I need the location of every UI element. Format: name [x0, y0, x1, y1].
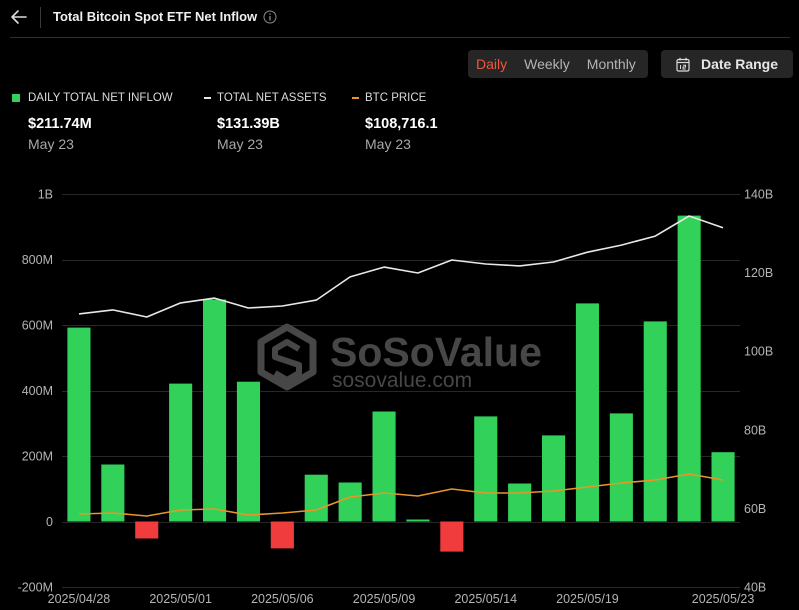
header-separator: [10, 37, 790, 38]
watermark: SoSoValue sosovalue.com: [257, 323, 542, 392]
legend-value: $108,716.1: [365, 116, 438, 132]
legend-date: May 23: [365, 136, 411, 152]
inflow-bar-positive: [474, 416, 498, 522]
legend-item-daily-net-inflow[interactable]: DAILY TOTAL NET INFLOW $211.74M May 23: [12, 90, 188, 154]
inflow-bar-positive: [406, 519, 430, 522]
y-right-tick-label: 80B: [744, 423, 766, 437]
inflow-bar-positive: [508, 483, 532, 522]
x-tick-label: 2025/05/01: [149, 592, 212, 606]
inflow-bar-positive: [643, 321, 667, 522]
inflow-bar-positive: [372, 411, 396, 522]
y-left-tick-label: 200M: [22, 450, 53, 464]
title-row: Total Bitcoin Spot ETF Net Inflow: [53, 9, 277, 25]
sosovalue-logo-icon: [257, 323, 317, 391]
date-range-label: Date Range: [701, 56, 779, 72]
y-left-tick-label: 0: [46, 515, 53, 529]
x-tick-label: 2025/05/14: [454, 592, 517, 606]
inflow-bar-positive: [67, 327, 91, 522]
y-right-tick-label: 100B: [744, 345, 773, 359]
y-left-tick-label: 1B: [38, 188, 53, 202]
inflow-bar-positive: [338, 482, 362, 522]
inflow-bars: [67, 215, 735, 552]
inflow-bar-negative: [440, 521, 464, 552]
watermark-brand: SoSoValue: [330, 329, 542, 375]
legend-marker-square: [12, 94, 20, 102]
y-right-tick-label: 140B: [744, 188, 773, 202]
watermark-url: sosovalue.com: [332, 369, 472, 392]
y-left-tick-label: 800M: [22, 253, 53, 267]
axis-labels: -200M 0 200M 400M 600M 800M 1B 40B 60B 80B 100B 120…: [18, 188, 774, 607]
inflow-bar-positive: [542, 435, 566, 522]
x-tick-label: 2025/04/28: [48, 592, 111, 606]
inflow-bar-positive: [236, 381, 260, 522]
legend-value: $211.74M: [28, 116, 92, 132]
legend-label: DAILY TOTAL NET INFLOW: [28, 92, 173, 104]
x-tick-label: 2025/05/09: [353, 592, 416, 606]
x-tick-label: 2025/05/23: [692, 592, 755, 606]
inflow-bar-positive: [304, 474, 328, 522]
y-right-tick-label: 60B: [744, 502, 766, 516]
legend-item-btc-price[interactable]: BTC PRICE $108,716.1 May 23: [352, 90, 445, 154]
y-right-tick-label: 120B: [744, 266, 773, 280]
x-tick-label: 2025/05/19: [556, 592, 619, 606]
back-button[interactable]: [8, 7, 30, 27]
inflow-bar-positive: [711, 452, 735, 522]
period-toggle: Daily Weekly Monthly: [468, 50, 648, 78]
legend-item-total-net-assets[interactable]: TOTAL NET ASSETS $131.39B May 23: [204, 90, 342, 154]
header-divider: [40, 7, 41, 28]
period-option-weekly[interactable]: Weekly: [524, 50, 570, 78]
y-left-tick-label: 400M: [22, 384, 53, 398]
info-icon[interactable]: [263, 10, 277, 24]
inflow-bar-positive: [575, 303, 599, 522]
legend-label: BTC PRICE: [365, 92, 427, 104]
total-net-assets-line: [78, 215, 724, 318]
inflow-bar-positive: [101, 464, 125, 522]
inflow-bar-positive: [203, 299, 227, 522]
inflow-bar-negative: [135, 521, 159, 539]
legend-date: May 23: [28, 136, 74, 152]
inflow-bar-negative: [270, 521, 294, 549]
arrow-left-icon: [11, 10, 27, 24]
date-range-button[interactable]: Date Range: [661, 50, 793, 78]
btc-price-line: [78, 473, 724, 517]
page-title: Total Bitcoin Spot ETF Net Inflow: [53, 9, 258, 24]
legend-date: May 23: [217, 136, 263, 152]
calendar-icon: [676, 57, 690, 72]
inflow-bar-positive: [169, 383, 193, 522]
inflow-bar-positive: [609, 413, 633, 522]
legend-value: $131.39B: [217, 116, 280, 132]
y-left-tick-label: -200M: [18, 581, 53, 595]
y-left-tick-label: 600M: [22, 319, 53, 333]
legend-marker-line: [352, 97, 359, 99]
legend-marker-line: [204, 97, 211, 99]
series-lines: [78, 215, 724, 517]
y-right-tick-label: 40B: [744, 581, 766, 595]
inflow-bar-positive: [677, 215, 701, 522]
period-option-monthly[interactable]: Monthly: [587, 50, 636, 78]
legend-label: TOTAL NET ASSETS: [217, 92, 327, 104]
net-inflow-chart: SoSoValue sosovalue.com -200M 0 200M 400M 60…: [18, 188, 774, 607]
x-tick-label: 2025/05/06: [251, 592, 314, 606]
period-option-daily[interactable]: Daily: [476, 50, 507, 78]
